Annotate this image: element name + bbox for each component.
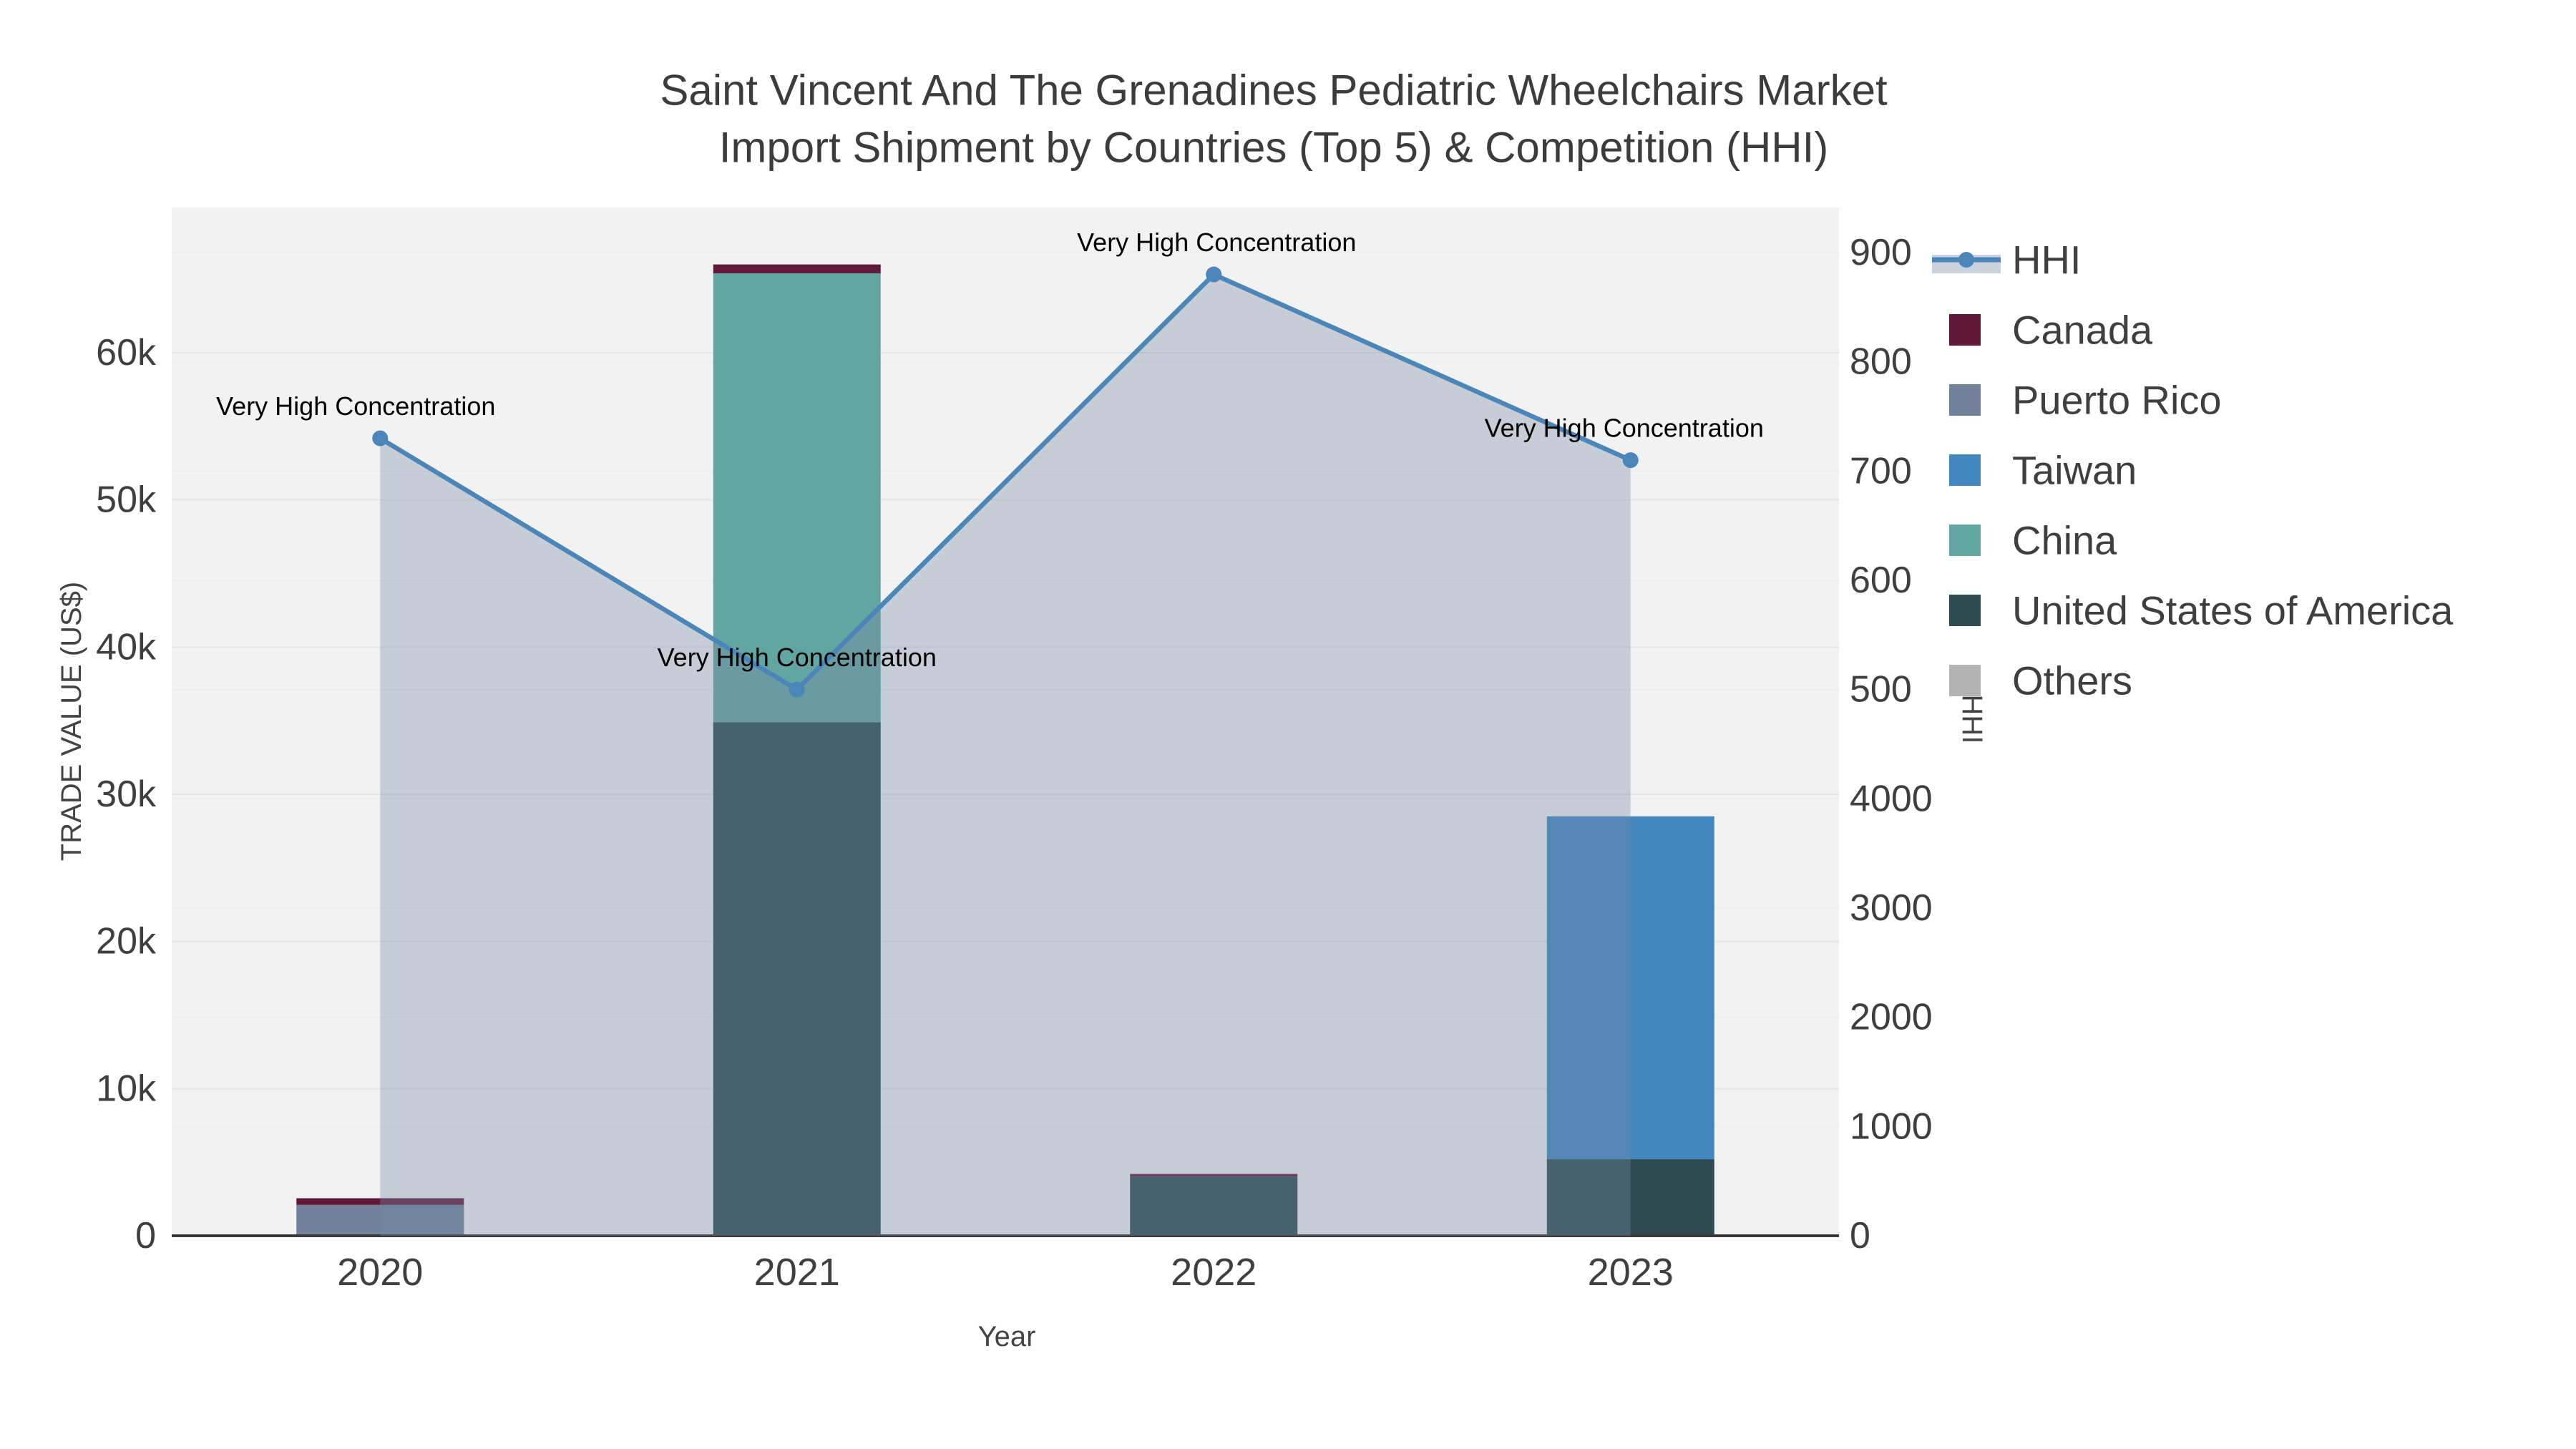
hhi-marker-2022[interactable] [1206,266,1222,283]
x-tick-2021: 2021 [754,1251,840,1294]
hhi-marker-2020[interactable] [372,430,389,447]
y-left-tick: 0 [135,1215,156,1257]
hhi-marker-2021[interactable] [789,681,805,698]
legend-label: HHI [2012,238,2081,283]
annotation-2021: Very High Concentration [658,643,937,672]
bar-segment-united-states-of-america-2021[interactable] [713,722,881,1236]
legend-color-swatch [1949,384,1981,416]
x-tick-2022: 2022 [1171,1251,1257,1294]
legend-label: United States of America [2012,588,2454,633]
legend-item-taiwan[interactable]: Taiwan [1949,448,2137,493]
legend-item-united-states-of-america[interactable]: United States of America [1949,588,2454,633]
annotation-2023: Very High Concentration [1485,414,1764,443]
annotations: Very High Concentration Very High Concent… [216,228,1764,672]
chart-title-line2: Import Shipment by Countries (Top 5) & C… [719,124,1829,172]
y-left-axis-title: TRADE VALUE (US$) [56,582,87,861]
y-right-tick: 3000 [1850,887,1933,929]
y-left-tick: 40k [96,626,157,668]
legend-item-china[interactable]: China [1949,518,2117,563]
y-right-tick: 500 [1850,669,1912,711]
y-left-tick: 50k [96,479,157,521]
legend-item-puerto-rico[interactable]: Puerto Rico [1949,378,2222,423]
hhi-area-fill [380,274,1631,1236]
legend: HHI Canada Puerto Rico Taiwan China United St… [1932,238,2454,703]
bar-segment-china-2021[interactable] [713,273,881,723]
y-right-tick: 4000 [1850,778,1933,819]
bar-segment-puerto-rico-2020[interactable] [296,1204,464,1236]
x-axis-title: Year [978,1321,1036,1352]
chart-title-line1: Saint Vincent And The Grenadines Pediatr… [660,67,1888,114]
bar-segment-united-states-of-america-2022[interactable] [1130,1176,1298,1236]
annotation-2020: Very High Concentration [216,391,495,421]
y-left-tick: 60k [96,332,157,374]
y-right-tick: 1000 [1850,1106,1933,1147]
legend-color-swatch [1949,454,1981,486]
hhi-line [379,271,1632,693]
y-right-tick: 800 [1850,341,1912,383]
y-left-tick-labels: 0 10k 20k 30k 40k 50k 60k [96,332,157,1257]
bar-series [296,264,1714,1236]
legend-label: Puerto Rico [2012,378,2222,423]
hhi-markers [372,266,1639,698]
y-left-tick: 30k [96,774,157,815]
bar-segment-canada-2020[interactable] [296,1198,464,1205]
x-tick-2020: 2020 [337,1251,423,1294]
legend-color-swatch [1949,314,1981,346]
legend-label: Taiwan [2012,448,2137,493]
legend-color-swatch [1949,595,1981,626]
legend-label: China [2012,518,2117,563]
bar-segment-united-states-of-america-2023[interactable] [1546,1159,1714,1236]
x-tick-labels: 2020 2021 2022 2023 [337,1251,1674,1294]
legend-item-others[interactable]: Others [1949,658,2132,703]
legend-item-canada[interactable]: Canada [1949,308,2153,353]
legend-item-hhi[interactable]: HHI [1932,238,2081,283]
y-left-tick: 20k [96,921,157,962]
y-right-tick: 600 [1850,560,1912,601]
x-tick-2023: 2023 [1588,1251,1674,1294]
bar-segment-canada-2021[interactable] [713,264,881,273]
y-right-tick: 900 [1850,232,1912,273]
y-right-tick: 0 [1850,1215,1870,1257]
legend-color-swatch [1949,525,1981,556]
hhi-marker-2023[interactable] [1622,452,1639,469]
y-right-tick-labels: 0 1000 2000 3000 4000 500 600 700 800 900 [1850,232,1933,1257]
y-left-tick: 10k [96,1068,157,1109]
y-right-axis-title: HHI [1956,695,1988,744]
bar-segment-canada-2022[interactable] [1130,1174,1298,1177]
annotation-2022: Very High Concentration [1077,228,1356,257]
y-right-tick: 700 [1850,450,1912,492]
y-right-tick: 2000 [1850,997,1933,1038]
legend-label: Others [2012,658,2132,703]
bar-segment-taiwan-2023[interactable] [1546,816,1714,1160]
legend-label: Canada [2012,308,2153,353]
legend-color-swatch [1949,665,1981,696]
legend-hhi-marker-sample [1958,252,1974,268]
